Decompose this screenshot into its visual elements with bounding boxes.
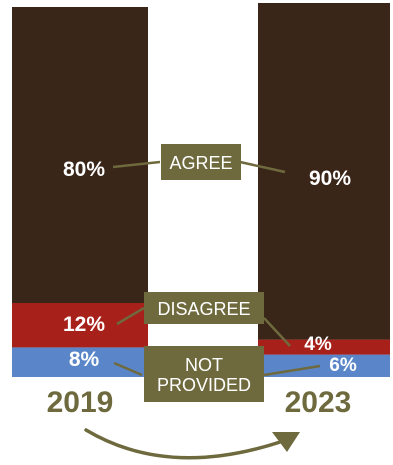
value-label-agree-2023: 90%	[309, 167, 351, 190]
category-label-2023: 2023	[285, 386, 352, 419]
connector-line-6	[263, 364, 321, 377]
connector-line-5	[113, 361, 143, 377]
value-label-agree-2019: 80%	[63, 158, 105, 181]
value-label-not-provided-2019: 8%	[69, 348, 100, 371]
trend-arrow-head	[272, 432, 300, 452]
value-label-disagree-2023: 4%	[304, 334, 332, 355]
connector-line-1	[112, 160, 161, 169]
value-label-not-provided-2023: 6%	[329, 355, 357, 376]
value-labels-layer: 80% 90% 12% 4% 8% 6%	[63, 158, 357, 376]
category-label-2019: 2019	[47, 386, 114, 419]
series-label-not-provided-line-1: NOT	[185, 355, 223, 375]
connector-line-2	[239, 160, 286, 174]
bar-disagree-2023	[258, 339, 390, 355]
trend-arrow	[84, 428, 300, 460]
trend-arrow-curve	[84, 428, 288, 460]
value-label-disagree-2019: 12%	[63, 313, 105, 336]
bar-not-provided-2019	[12, 347, 148, 377]
bar-agree-2019	[12, 7, 148, 303]
series-box-disagree	[144, 292, 264, 324]
series-label-disagree: DISAGREE	[157, 299, 250, 319]
series-label-agree: AGREE	[169, 153, 232, 173]
category-labels: 2019 2023	[47, 386, 352, 419]
connector-line-3	[116, 306, 145, 326]
connector-line-4	[263, 317, 291, 347]
series-box-agree	[161, 144, 241, 180]
connectors-layer	[112, 160, 321, 377]
bar-disagree-2019	[12, 303, 148, 348]
series-label-not-provided-line-2: PROVIDED	[157, 375, 251, 395]
series-box-not-provided	[144, 346, 264, 402]
